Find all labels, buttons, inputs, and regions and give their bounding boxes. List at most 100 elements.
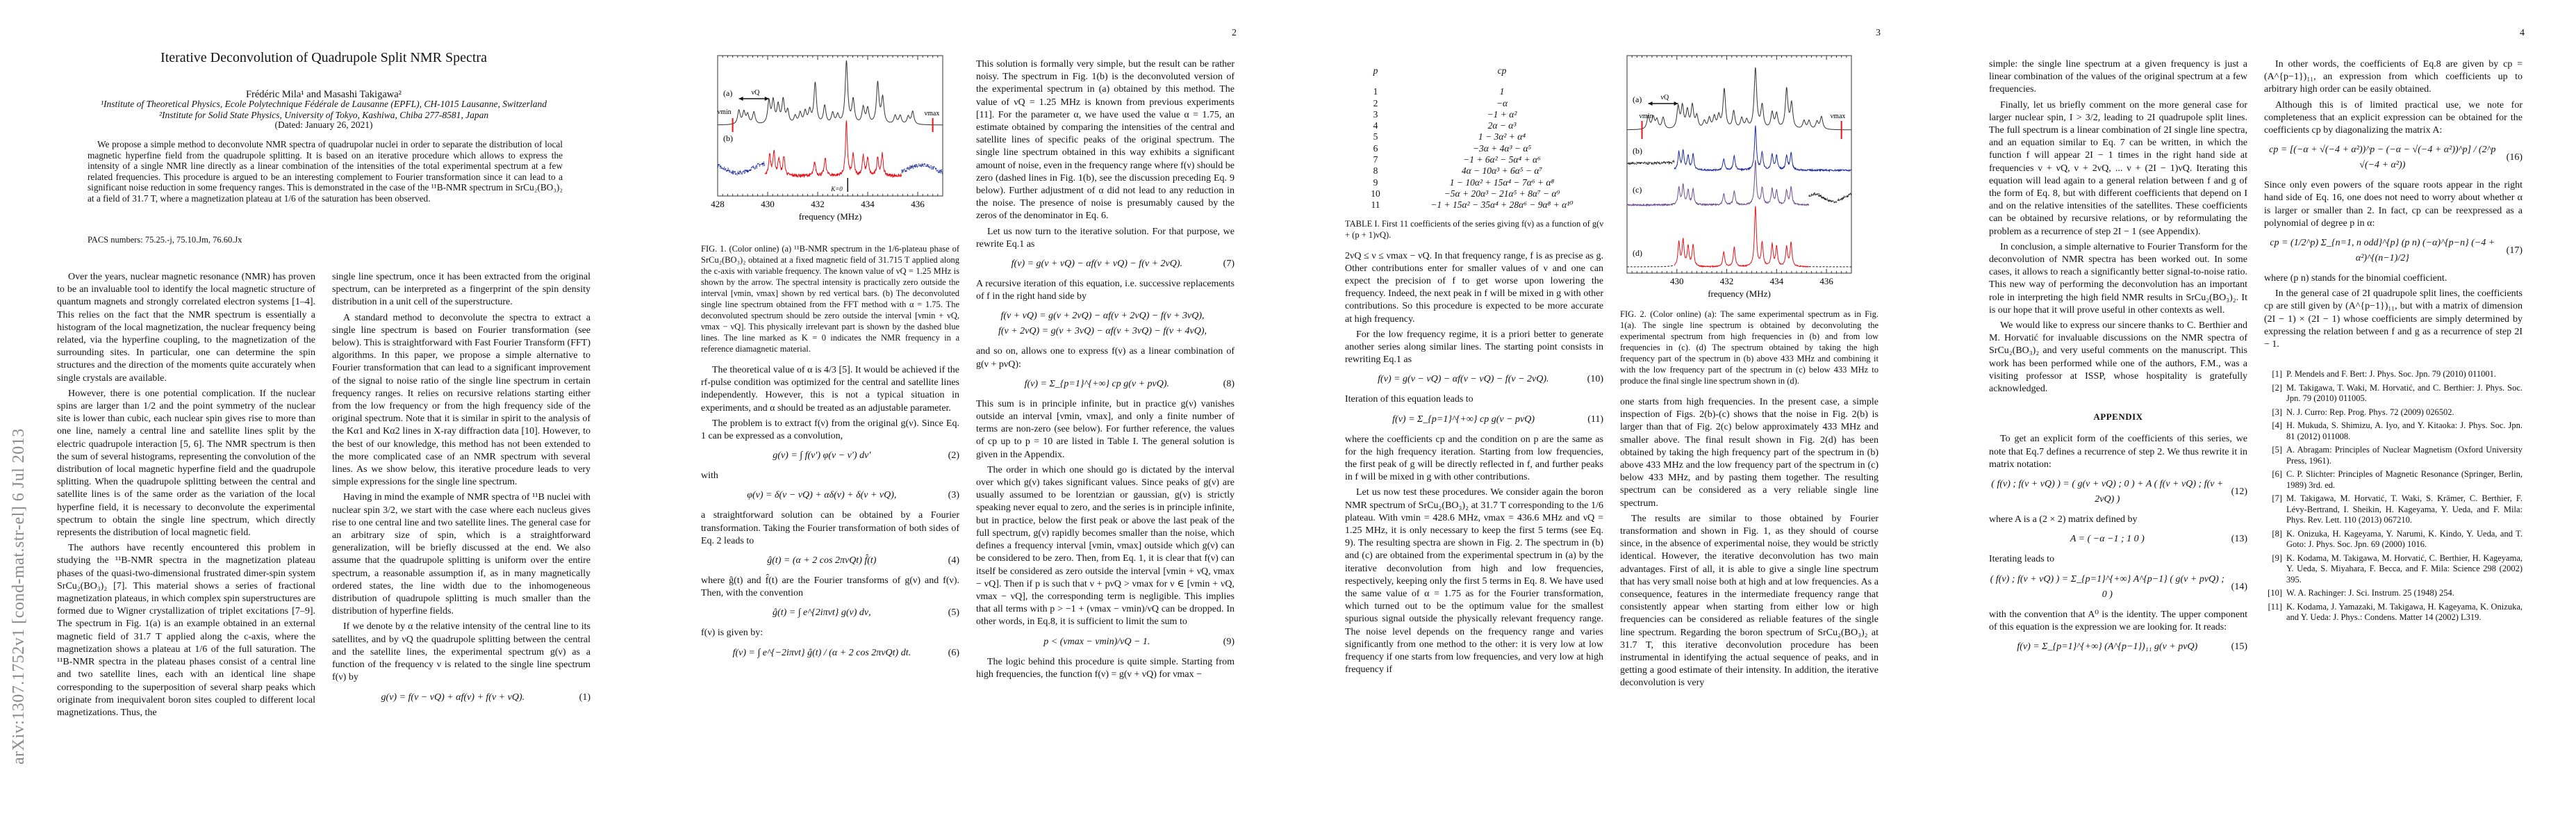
coefficients-table: p cp 1 1 2 −α 3 −1 + α² 4 2α − α³ 5 1 − 3α² + α⁴ 6 −3… [1345,65,1603,211]
caption: FIG. 2. (Color online) (a): The same exp… [1620,309,1879,386]
page-1: arXiv:1307.1752v1 [cond-mat.str-el] 6 Ju… [0,0,644,834]
reference-number: [6] [2272,469,2282,480]
equation: ( f(ν) ; f(ν + νQ) ) = ( g(ν + νQ) ; 0 )… [1989,477,2247,507]
arxiv-stamp[interactable]: arXiv:1307.1752v1 [cond-mat.str-el] 6 Ju… [10,428,28,764]
table-header: p cp [1345,65,1603,76]
x-tick-label: 432 [811,199,825,209]
reference-number: [4] [2272,420,2282,431]
figure-1: 428 430 432 434 436 frequency (MHz) (a) (b) νmin… [711,55,943,222]
cell-p: 7 [1373,154,1378,165]
page-3: 3 p cp 1 1 2 −α 3 −1 + α² 4 2α − α³ 5 1 − 3α² + α⁴ 6… [1288,0,1932,834]
equation-number: (4) [948,555,959,566]
reference-item: [1] P. Mendels and F. Bert: J. Phys. Soc.… [2264,369,2523,380]
equation-number: (8) [1223,378,1235,389]
reference-text: K. Onizuka, H. Kageyama, Y. Narumi, K. K… [2286,528,2523,550]
cell-cp: −1 + α² [1487,108,1517,120]
table-row: 2 −α [1345,98,1603,109]
cell-p: 5 [1373,131,1378,142]
cell-cp: −1 + 6α² − 5α⁴ + α⁶ [1463,154,1541,165]
equation: f(ν) = Σ_{p=1}^{+∞} cp g(ν − pνQ) (11) [1345,412,1603,427]
equation-body: f(ν) = Σ_{p=1}^{+∞} (A^{p−1})₁₁ g(ν + pν… [2017,641,2198,652]
paragraph: The problem is to extract f(ν) from the … [701,418,959,442]
paragraph: Iteration of this equation leads to [1345,394,1473,405]
paragraph: where ĝ(t) and f̂(t) are the Fourier tra… [701,575,959,599]
reference-text: M. Takigawa, M. Horvatić, T. Waki, S. Kr… [2286,493,2523,525]
reference-item: [2] M. Takigawa, T. Waki, M. Horvatić, an… [2264,383,2523,404]
reference-text: H. Mukuda, S. Shimizu, A. Iyo, and Y. Ki… [2286,420,2523,441]
cell-p: 3 [1373,108,1378,120]
equation: f(ν) = g(ν − νQ) − αf(ν − νQ) − f(ν − 2ν… [1345,372,1603,387]
cell-cp: −5α + 20α³ − 21α⁵ + 8α⁷ − α⁹ [1444,188,1560,199]
reference-number: [3] [2272,407,2282,417]
nu-min-label: νmin [718,108,732,116]
paragraph: where (p n) stands for the binomial coef… [2264,273,2447,284]
spectrum-line [1674,206,1810,268]
paragraph: However, there is one potential complica… [57,388,315,539]
paragraph: 2νQ ≤ ν ≤ νmax − νQ. In that frequency r… [1345,250,1603,325]
equation-body: p < (νmax − νmin)/νQ − 1. [1043,636,1150,647]
x-tick-label: 428 [711,199,725,209]
x-tick-label: 434 [1770,276,1784,286]
spectrum-line [1809,266,1851,268]
equation-body: f(ν) = ∫ e^{−2iπνt} ĝ(t) / (α + 2 cos 2π… [732,647,911,658]
panel-label: (b) [723,133,733,143]
affiliation-2: ²Institute for Solid State Physics, Univ… [158,109,489,120]
paragraph: The theoretical value of α is 4/3 [5]. I… [701,365,959,414]
reference-list: [1] P. Mendels and F. Bert: J. Phys. Soc.… [2264,369,2523,623]
table-row: 6 −3α + 4α³ − α⁵ [1345,143,1603,154]
spectrum-line [764,120,902,179]
reference-text: K. Kodama, J. Yamazaki, M. Takigawa, H. … [2286,601,2523,623]
equation: ĝ(t) = (α + 2 cos 2πνQt) f̂(t) (4) [701,553,959,569]
cell-cp: −1 + 15α² − 35α⁴ + 28α⁶ − 9α⁸ + α¹⁰ [1430,199,1574,211]
reference-item: [3] N. J. Curro: Rep. Prog. Phys. 72 (200… [2264,407,2523,418]
cell-cp: 4α − 10α³ + 6α⁵ − α⁷ [1461,165,1543,177]
x-tick-label: 436 [911,199,925,209]
paragraph: f(ν) is given by: [701,628,763,639]
equation-body: f(ν) = Σ_{p=1}^{+∞} cp g(ν + pνQ). [1024,378,1170,389]
equation-number: (2) [948,450,959,461]
paragraph: In other words, the coefficients of Eq.8… [2264,59,2523,95]
equation-number: (10) [1587,374,1603,385]
reference-text: W. A. Rachinger: J. Sci. Instrum. 25 (19… [2286,588,2454,598]
table-row: 9 1 − 10α² + 15α⁴ − 7α⁶ + α⁸ [1345,177,1603,188]
figure-2: 430 432 434 436 frequency (MHz) (a) (b) (c) (d) ν… [1626,55,1852,299]
column-right: single line spectrum, once it has been e… [332,271,591,712]
cell-cp: 1 − 3α² + α⁴ [1478,131,1526,142]
reference-item: [4] H. Mukuda, S. Shimizu, A. Iyo, and Y.… [2264,420,2523,442]
spectrum-line [717,161,766,176]
equation-number: (11) [1587,414,1603,425]
caption: FIG. 1. (Color online) (a) ¹¹B-NMR spect… [701,244,959,354]
affiliation-1: ¹Institute of Theoretical Physics, Ecole… [100,99,547,109]
column-left: FIG. 1. (Color online) (a) ¹¹B-NMR spect… [701,243,959,667]
column-right: In other words, the coefficients of Eq.8… [2264,58,2523,626]
x-tick-label: 434 [861,199,875,209]
cell-cp: 1 − 10α² + 15α⁴ − 7α⁶ + α⁸ [1449,177,1555,188]
nu-max-label: νmax [925,110,940,117]
equation-body: ĝ(t) = (α + 2 cos 2πνQt) f̂(t) [767,555,877,566]
reference-number: [11] [2268,601,2282,612]
abstract: We propose a simple method to deconvolut… [88,139,563,204]
section-heading: APPENDIX [2093,411,2143,423]
equation: cp = [(−α + √(−4 + α²))^p − (−α − √(−4 +… [2264,142,2523,173]
paragraph: If we denote by α the relative intensity… [332,621,591,683]
reference-text: A. Abragam: Principles of Nuclear Magnet… [2286,445,2523,466]
paragraph: Having in mind the example of NMR spectr… [332,492,591,617]
spectrum-line [1808,192,1852,204]
equation-number: (15) [2231,641,2247,652]
table-row: 8 4α − 10α³ + 6α⁵ − α⁷ [1345,165,1603,177]
equation-body: ( f(ν) ; f(ν + νQ) ) = ( g(ν + νQ) ; 0 )… [1991,479,2224,505]
page-2: 2 428 430 432 434 436 frequency (MHz) (a) (b) νm… [644,0,1288,834]
affiliations: ¹Institute of Theoretical Physics, Ecole… [57,99,591,120]
paragraph: and so on, allows one to express f(ν) as… [976,346,1235,370]
cell-p: 4 [1373,120,1378,131]
spectrum-line [1626,159,1675,166]
equation-number: (3) [948,490,959,501]
equation-body: ĝ(t) = ∫ e^{2iπνt} g(ν) dν, [773,607,871,619]
reference-number: [5] [2272,445,2282,455]
cell-cp: 2α − α³ [1487,120,1517,131]
paragraph: To get an explicit form of the coefficie… [1989,434,2247,470]
page-4: 4 simple: the single line spectrum at a … [1932,0,2576,834]
equation-number: (16) [2506,152,2523,163]
spectrum-line [732,60,933,126]
